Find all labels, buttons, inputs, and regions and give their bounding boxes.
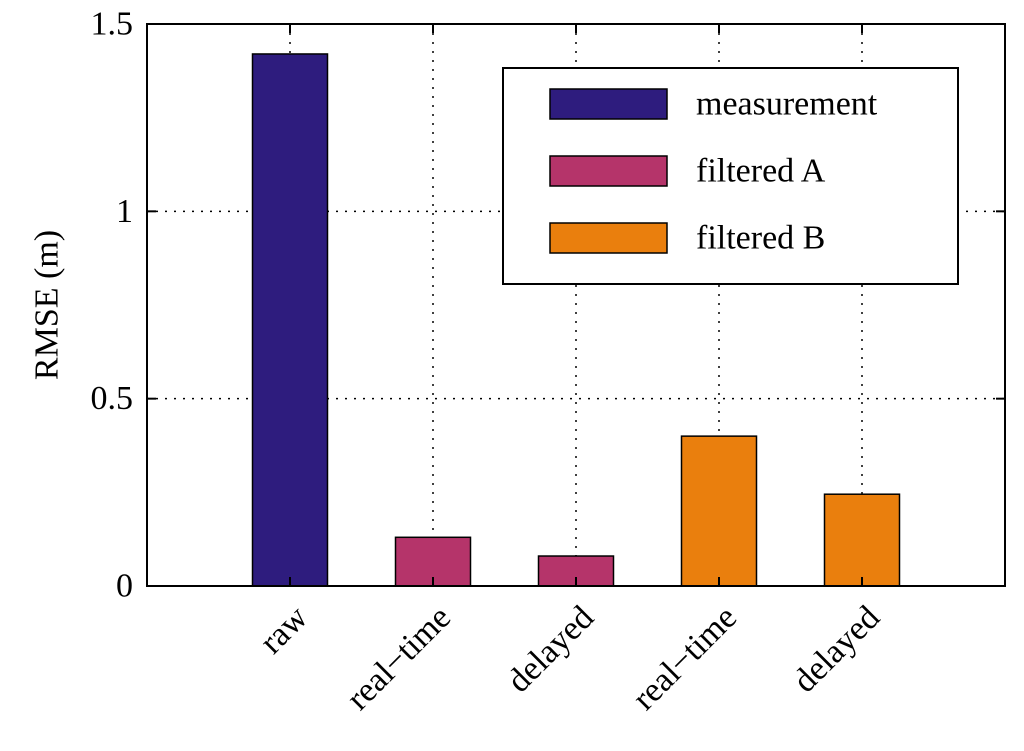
x-tick-label: real−time [626, 599, 744, 717]
legend-swatch [549, 222, 668, 254]
x-tick-label: real−time [340, 599, 458, 717]
legend-label: measurement [696, 86, 878, 123]
x-tick-label: delayed [786, 599, 887, 700]
legend-swatch [549, 155, 668, 187]
legend: measurement filtered A filtered B [502, 67, 959, 285]
legend-swatch [549, 88, 668, 120]
y-tick-label: 1 [116, 193, 133, 230]
legend-label: filtered A [696, 153, 826, 190]
bar-filtered-b [823, 493, 901, 587]
y-axis-ticks: 0 0.5 1 1.5 [91, 6, 1005, 605]
x-tick-label: raw [253, 599, 316, 662]
x-tick-label: delayed [500, 599, 601, 700]
y-tick-label: 0.5 [91, 380, 134, 417]
bar-filtered-b [680, 435, 758, 587]
legend-label: filtered B [696, 220, 825, 257]
y-tick-label: 0 [116, 568, 133, 605]
bar-measurement [251, 53, 329, 587]
y-tick-label: 1.5 [91, 6, 134, 43]
y-axis-label: RMSE (m) [29, 230, 66, 380]
